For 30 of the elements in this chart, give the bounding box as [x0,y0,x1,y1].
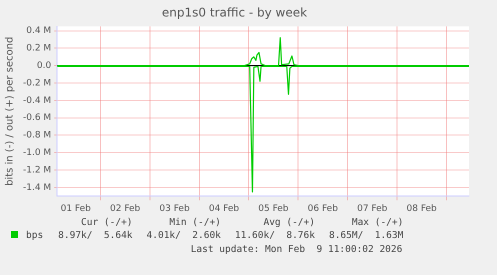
x-tick-label: 05 Feb [258,204,289,214]
y-tick-label: -0.2 M [23,78,52,88]
chart-title: enp1s0 traffic - by week [162,5,308,20]
y-tick-label: -0.8 M [23,130,52,141]
x-tick-label: 02 Feb [110,204,141,214]
x-tick-label: 07 Feb [357,204,388,214]
y-tick-label: 0.0 [36,60,52,71]
x-tick-label: 08 Feb [406,204,438,214]
text: 8.97k/ 5.64k [57,229,133,243]
text: Min (-/+) [168,217,221,229]
text: Last update: Mon Feb 9 11:00:02 2026 [190,243,404,257]
text: Max (-/+) [350,217,404,229]
x-tick-label: 03 Feb [159,204,190,214]
text: 4.01k/ 2.60k [146,229,221,243]
text: Cur (-/+) [80,217,133,229]
y-tick-label: -1.0 M [23,148,52,158]
x-tick-label: 04 Feb [208,204,240,214]
y-tick-label: -0.6 M [23,113,52,124]
y-axis-title: bits in (-) / out (+) per second [4,36,16,186]
text: Avg (-/+) [262,217,315,229]
x-tick-label: 01 Feb [60,204,92,214]
y-tick-label: 0.4 M [26,26,52,36]
y-tick-label: -1.4 M [23,182,52,193]
y-tick-label: -1.2 M [23,165,52,176]
x-tick-label: 06 Feb [308,204,338,214]
y-tick-label: 0.2 M [26,44,52,54]
y-tick-label: -0.4 M [23,96,52,106]
text: 8.65M/ 1.63M [328,229,404,243]
text: 11.60k/ 8.76k [234,229,315,243]
legend-label: bps [26,230,44,241]
